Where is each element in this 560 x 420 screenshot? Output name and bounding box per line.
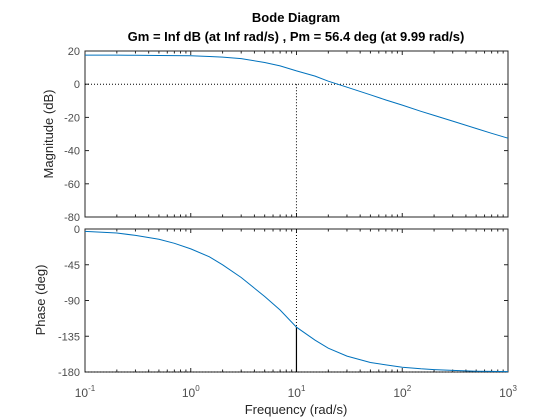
x-tick-labels: 10-1 100 101 102 103 — [75, 384, 518, 400]
phase-curve — [84, 230, 509, 373]
chart-subtitle: Gm = Inf dB (at Inf rad/s) , Pm = 56.4 d… — [128, 29, 465, 44]
magnitude-y-tick-label: -40 — [64, 146, 80, 158]
magnitude-y-tick-label: -60 — [64, 179, 80, 191]
phase-y-tick-label: -135 — [58, 331, 80, 343]
magnitude-plot: 20 0 -20 -40 -60 -80 — [64, 46, 509, 224]
x-tick-label: 100 — [182, 384, 200, 400]
magnitude-y-tick-label: 20 — [68, 46, 80, 58]
magnitude-axis-label: Magnitude (dB) — [41, 90, 56, 179]
magnitude-axes-box — [84, 50, 509, 218]
magnitude-y-tick-label: 0 — [74, 79, 80, 91]
magnitude-curve — [85, 54, 509, 139]
phase-y-tick-label: -90 — [64, 296, 80, 308]
phase-plot: 0 -45 -90 -135 -180 — [58, 224, 509, 379]
magnitude-y-tick-label: -20 — [64, 112, 80, 124]
chart-title: Bode Diagram — [252, 10, 340, 25]
x-tick-label: 103 — [499, 384, 517, 400]
x-tick-label: 101 — [288, 384, 306, 400]
phase-y-tick-label: 0 — [74, 224, 80, 236]
x-tick-label: 10-1 — [75, 384, 96, 400]
x-tick-label: 102 — [393, 384, 411, 400]
phase-y-tick-label: -180 — [58, 367, 80, 379]
phase-y-tick-label: -45 — [64, 260, 80, 272]
x-axis-label: Frequency (rad/s) — [245, 402, 348, 417]
phase-axis-label: Phase (deg) — [33, 265, 48, 336]
magnitude-y-tick-label: -80 — [64, 212, 80, 224]
